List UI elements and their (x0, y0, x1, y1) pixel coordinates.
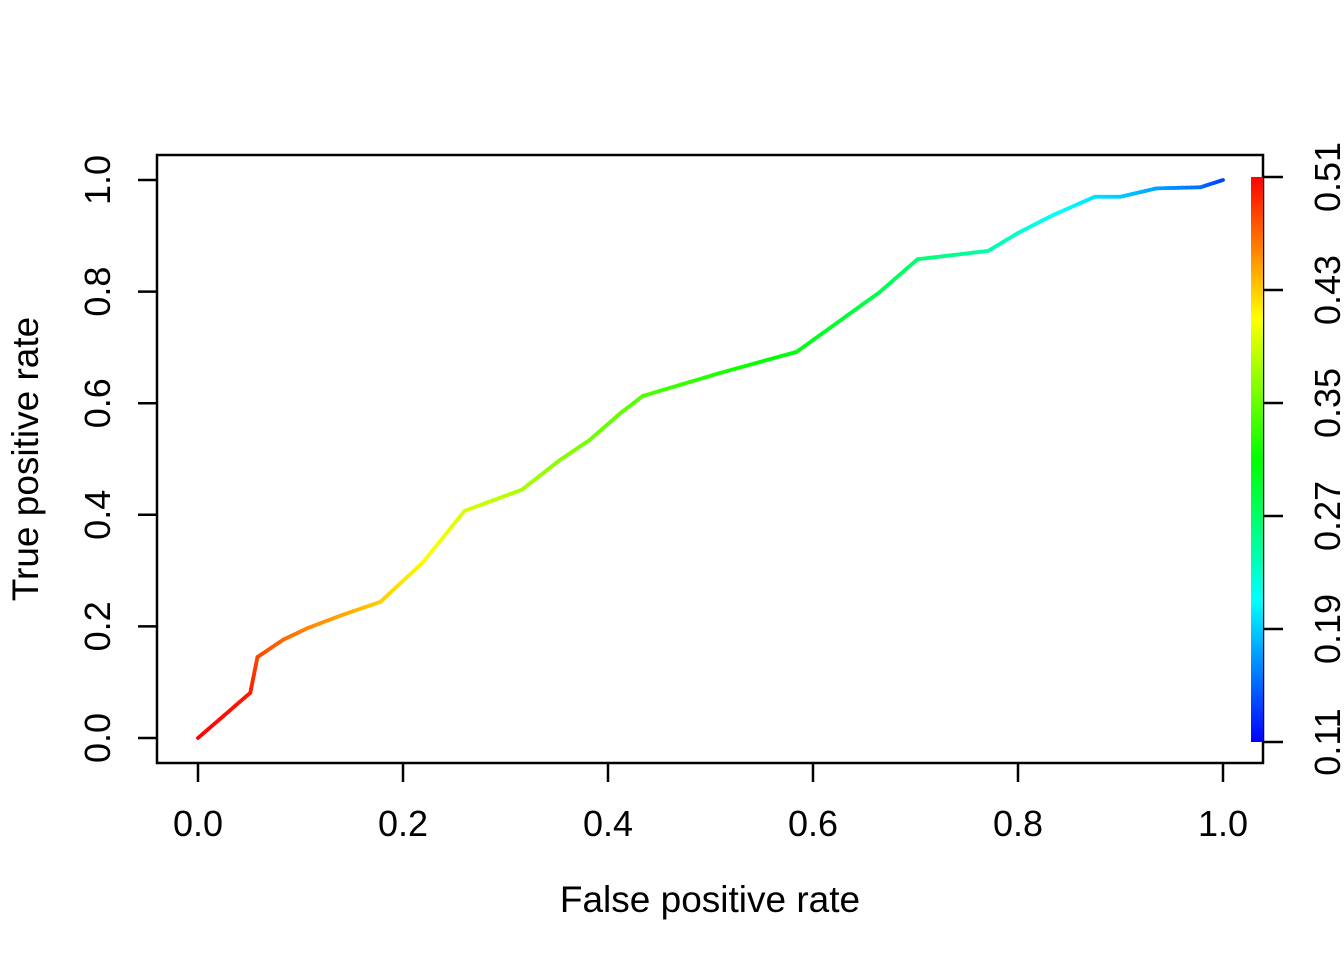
x-axis-ticks (196, 763, 1225, 782)
roc-curve (196, 178, 1225, 740)
y-tick-label: 0.8 (77, 267, 118, 317)
x-axis-title: False positive rate (560, 879, 860, 920)
x-tick-label: 0.6 (788, 803, 838, 844)
colorbar-tick-label: 0.35 (1307, 368, 1344, 438)
plot-border (155, 153, 1265, 765)
x-tick-label: 0.8 (993, 803, 1043, 844)
y-tick-label: 0.0 (77, 713, 118, 763)
colorbar-tick-label: 0.43 (1307, 255, 1344, 325)
x-axis-tick-labels: 0.0 0.2 0.4 0.6 0.8 1.0 (173, 803, 1248, 844)
colorbar-tick-label: 0.19 (1307, 594, 1344, 664)
y-axis-title: True positive rate (5, 317, 46, 601)
y-axis-tick-labels: 0.0 0.2 0.4 0.6 0.8 1.0 (77, 155, 118, 763)
x-tick-label: 1.0 (1198, 803, 1248, 844)
colorbar-tick-label: 0.51 (1307, 142, 1344, 212)
colorbar-gradient (1251, 177, 1263, 742)
x-tick-label: 0.0 (173, 803, 223, 844)
y-tick-label: 0.2 (77, 601, 118, 651)
colorbar: 0.11 0.19 0.27 0.35 0.43 0.51 (1251, 142, 1344, 776)
y-axis-ticks (138, 178, 157, 740)
x-tick-label: 0.2 (378, 803, 428, 844)
x-tick-label: 0.4 (583, 803, 633, 844)
y-tick-label: 0.6 (77, 378, 118, 428)
colorbar-tick-label: 0.27 (1307, 481, 1344, 551)
y-tick-label: 0.4 (77, 490, 118, 540)
roc-curve-segment (1218, 178, 1225, 183)
y-tick-label: 1.0 (77, 155, 118, 205)
colorbar-tick-label: 0.11 (1307, 708, 1344, 775)
